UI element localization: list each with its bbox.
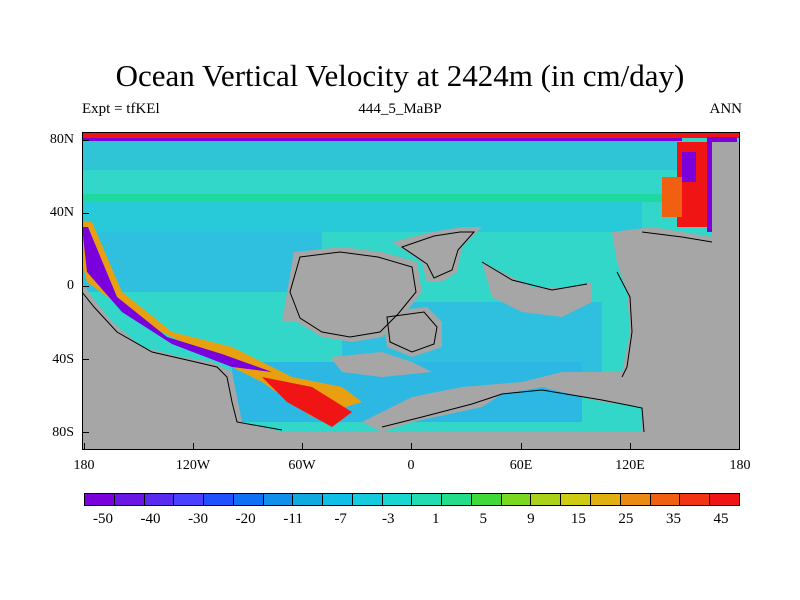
land-region <box>712 142 740 252</box>
velocity-map <box>82 132 740 450</box>
map-panel <box>82 132 740 450</box>
colorbar-swatch <box>470 493 502 506</box>
coastline <box>289 251 417 338</box>
colorbar-swatch <box>322 493 353 506</box>
colorbar-tick-label: -7 <box>334 511 347 527</box>
colorbar-tick-label: 45 <box>713 511 729 527</box>
northern-edge-band <box>82 138 682 141</box>
colorbar-tick-label: 5 <box>479 511 488 527</box>
x-axis-label-120w: 120W <box>175 458 211 473</box>
colorbar <box>84 493 740 506</box>
plot-title: Ocean Vertical Velocity at 2424m (in cm/… <box>115 58 685 93</box>
high-velocity-region <box>82 222 362 417</box>
coastline <box>82 291 283 431</box>
colorbar-swatch <box>590 493 621 506</box>
coastline <box>641 231 713 243</box>
ocean-band <box>82 232 322 292</box>
ocean-band <box>82 170 682 198</box>
y-axis-label-80n: 80N <box>49 132 74 147</box>
y-axis-label-40n: 40N <box>49 205 74 220</box>
x-axis-tick <box>521 443 522 450</box>
land-region <box>382 307 442 357</box>
y-axis-tick <box>82 140 89 141</box>
land-region <box>232 432 642 450</box>
x-axis-label-0: 0 <box>407 458 415 473</box>
land-region <box>362 227 740 450</box>
colorbar-tick-label: 25 <box>618 511 634 527</box>
y-axis-tick <box>82 359 89 360</box>
colorbar-swatch <box>292 493 324 506</box>
colorbar-swatch <box>113 493 145 506</box>
colorbar-swatch <box>232 493 264 506</box>
colorbar-swatch <box>709 493 740 506</box>
y-axis-label-40s: 40S <box>52 352 74 367</box>
high-velocity-region <box>262 377 352 427</box>
colorbar-swatch <box>351 493 383 506</box>
colorbar-swatch <box>143 493 175 506</box>
y-axis-tick <box>82 286 89 287</box>
colorbar-swatch <box>560 493 592 506</box>
colorbar-tick-label: -11 <box>283 511 303 527</box>
colorbar-tick-label: 35 <box>665 511 681 527</box>
colorbar-swatch <box>173 493 205 506</box>
y-axis-label-80s: 80S <box>52 425 74 440</box>
x-axis-tick <box>302 443 303 450</box>
x-axis-label-120e: 120E <box>615 458 645 473</box>
colorbar-tick-label: 9 <box>527 511 535 527</box>
season-label: ANN <box>709 101 743 117</box>
colorbar-swatch <box>441 493 472 506</box>
x-axis-tick <box>739 443 740 450</box>
x-axis-label-180w: 180 <box>73 458 95 473</box>
x-axis-tick <box>411 443 412 450</box>
colorbar-tick-label: -50 <box>93 511 113 527</box>
land-region <box>82 282 282 450</box>
ocean-band <box>82 202 642 232</box>
high-velocity-region <box>662 177 682 217</box>
land-region <box>330 352 432 377</box>
x-axis-tick <box>193 443 194 450</box>
colorbar-swatch <box>530 493 562 506</box>
northern-edge-band <box>82 132 740 138</box>
colorbar-swatch <box>411 493 443 506</box>
colorbar-tick-label: -40 <box>140 511 161 527</box>
high-velocity-region <box>682 152 696 182</box>
colorbar-tick-label: -30 <box>188 511 209 527</box>
colorbar-swatch <box>679 493 711 506</box>
colorbar-tick-label: 1 <box>432 511 440 527</box>
x-axis-label-60e: 60E <box>509 458 533 473</box>
land-region <box>392 227 482 282</box>
coastline <box>481 261 588 291</box>
y-axis-tick <box>82 432 89 433</box>
colorbar-tick-label: -20 <box>235 511 256 527</box>
colorbar-swatch <box>84 493 115 506</box>
low-velocity-region <box>82 227 272 372</box>
ocean-band <box>82 194 692 202</box>
colorbar-swatch <box>500 493 532 506</box>
x-axis-tick <box>84 443 85 450</box>
y-axis-label-0: 0 <box>67 278 74 293</box>
colorbar-swatch <box>381 493 413 506</box>
coastline <box>381 389 645 433</box>
coastline <box>386 311 438 353</box>
x-axis-label-60w: 60W <box>288 458 316 473</box>
colorbar-swatch <box>262 493 294 506</box>
x-axis-label-180e: 180 <box>729 458 751 473</box>
experiment-label: Expt = tfKEl <box>82 101 160 117</box>
coastline <box>616 271 633 378</box>
colorbar-swatch <box>619 493 651 506</box>
colorbar-swatch <box>203 493 234 506</box>
ocean-band <box>82 136 682 170</box>
y-axis-tick <box>82 213 89 214</box>
colorbar-tick-label: -3 <box>381 511 395 527</box>
land-region <box>482 262 592 317</box>
coastline <box>400 231 476 279</box>
x-axis-tick <box>630 443 631 450</box>
period-label: 444_5_MaBP <box>358 101 442 117</box>
colorbar-swatch <box>649 493 681 506</box>
colorbar-tick-label: 15 <box>570 511 586 527</box>
